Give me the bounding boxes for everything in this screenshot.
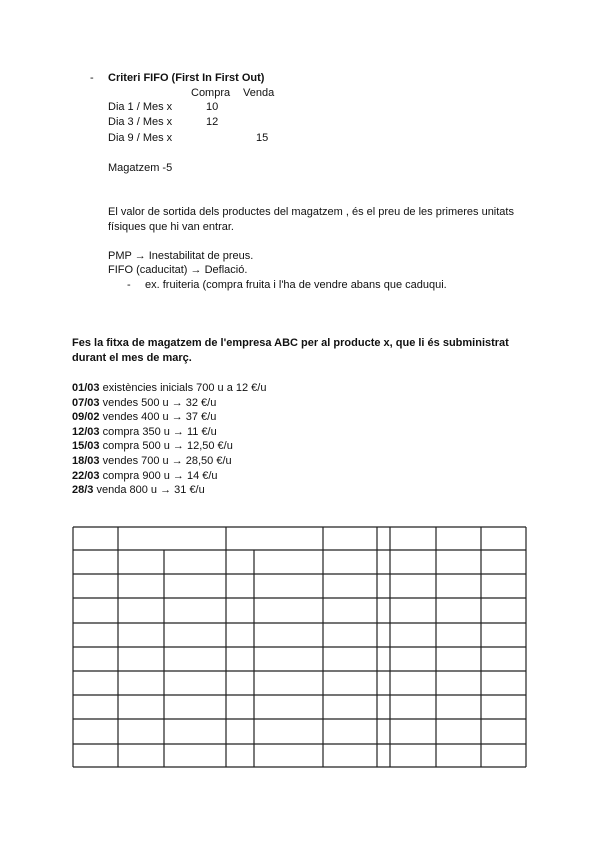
- exercise-prompt-1: Fes la fitxa de magatzem de l'empresa AB…: [72, 337, 509, 349]
- entry-date: 28/3: [72, 484, 94, 497]
- col-venda: Venda: [243, 87, 275, 99]
- fifo-line: FIFO (caducitat) → Deflació.: [108, 264, 248, 276]
- entry-date: 15/03: [72, 440, 100, 453]
- row-compra: 12: [206, 116, 219, 128]
- row-label: Dia 9 / Mes x: [108, 132, 173, 144]
- entry-line: 01/03 existències inicials 700 u a 12 €/…: [72, 381, 266, 395]
- entry-text: vendes 500 u → 32 €/u: [102, 396, 217, 409]
- entry-text: compra 900 u → 14 €/u: [102, 469, 218, 482]
- entry-line: 15/03 compra 500 u → 12,50 €/u: [72, 439, 233, 453]
- entry-text: vendes 700 u → 28,50 €/u: [102, 455, 232, 467]
- entry-date: 01/03: [72, 382, 100, 394]
- entry-text: compra 350 u → 11 €/u: [102, 425, 217, 438]
- entry-text: compra 500 u → 12,50 €/u: [102, 440, 233, 453]
- row-label: Dia 3 / Mes x: [108, 116, 173, 128]
- row-compra: 10: [206, 101, 219, 113]
- entry-date: 07/03: [72, 396, 100, 409]
- row-label: Dia 1 / Mes x: [108, 101, 173, 113]
- sub-bullet: -: [127, 279, 131, 291]
- valor-line-2: físiques que hi van entrar.: [108, 221, 234, 233]
- exercise-prompt-2: durant el mes de març.: [72, 352, 192, 364]
- entry-date: 09/02: [72, 411, 100, 424]
- entry-text: venda 800 u → 31 €/u: [96, 484, 205, 497]
- entry-date: 18/03: [72, 455, 100, 467]
- entry-line: 07/03 vendes 500 u → 32 €/u: [72, 396, 216, 410]
- entry-line: 28/3 venda 800 u → 31 €/u: [72, 483, 205, 497]
- magatzem-text: Magatzem -5: [108, 162, 173, 174]
- pmp-line: PMP → Inestabilitat de preus.: [108, 250, 254, 262]
- entry-date: 12/03: [72, 425, 100, 438]
- entry-date: 22/03: [72, 469, 100, 482]
- entry-line: 22/03 compra 900 u → 14 €/u: [72, 469, 218, 483]
- col-compra: Compra: [191, 87, 231, 99]
- entry-line: 12/03 compra 350 u → 11 €/u: [72, 425, 217, 439]
- entry-text: existències inicials 700 u a 12 €/u: [102, 382, 267, 394]
- entry-line: 09/02 vendes 400 u → 37 €/u: [72, 410, 216, 424]
- fifo-title: Criteri FIFO (First In First Out): [108, 72, 265, 84]
- entry-text: vendes 400 u → 37 €/u: [102, 411, 217, 424]
- entry-line: 18/03 vendes 700 u → 28,50 €/u: [72, 454, 232, 468]
- valor-line-1: El valor de sortida dels productes del m…: [108, 206, 514, 218]
- row-venda: 15: [256, 132, 269, 144]
- example-line: ex. fruiteria (compra fruita i l'ha de v…: [145, 279, 447, 291]
- bullet: -: [90, 72, 94, 84]
